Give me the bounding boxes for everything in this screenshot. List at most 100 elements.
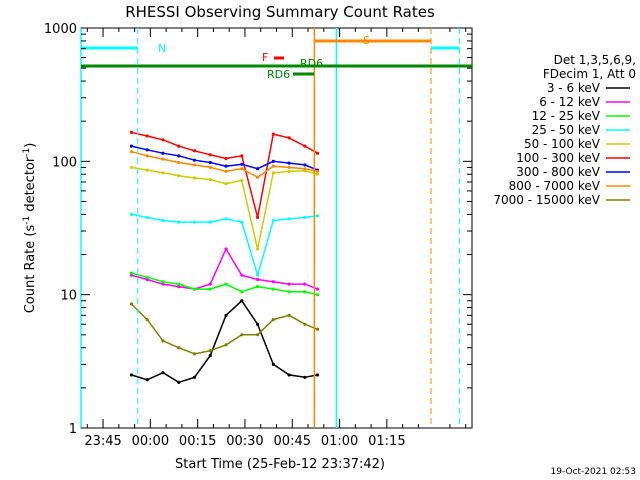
data-point [315,169,320,174]
data-point [177,346,181,350]
data-point [271,318,275,322]
data-point [192,375,197,379]
data-point [315,151,320,155]
plot-area: N S F RD6 RD6 23:45 00:00 00:15 00:30 00:45 01:00… [44,22,473,449]
x-tick-label: 00:00 [132,434,169,449]
data-point [315,172,320,176]
data-point [208,282,212,286]
data-point [224,217,228,221]
data-point [287,290,291,294]
x-ticks: 23:45 00:00 00:15 00:30 00:45 01:00 01:15 [84,28,467,449]
data-point [240,333,244,337]
overlay-layer: N S F RD6 RD6 [80,28,472,428]
x-tick-label: 00:45 [274,434,311,449]
legend-entry-label: 50 - 100 keV [524,137,601,151]
legend-entry-label: 6 - 12 keV [539,95,601,109]
data-point [161,282,165,286]
data-point [287,373,291,377]
data-point [240,178,244,182]
data-point [271,218,275,223]
data-point [271,159,275,163]
data-point [271,132,275,136]
y-tick-label: 10 [60,289,77,304]
data-point [240,220,244,224]
data-point [145,275,149,279]
data-point [208,177,212,182]
data-point [161,151,165,155]
rd-label-1: RD6 [300,57,323,70]
data-point [208,353,212,358]
data-point [129,212,134,216]
data-point [303,144,307,148]
series-line-0 [131,299,318,384]
data-point [271,362,275,366]
data-point [161,339,165,343]
data-point [303,322,307,326]
rd-label-2: RD6 [267,68,290,81]
data-point [161,371,165,375]
data-point [177,174,181,178]
timestamp: 19-Oct-2021 02:53 [551,467,636,477]
data-point [303,375,307,379]
data-point [129,150,134,154]
series-layer [129,130,320,384]
data-point [315,327,320,331]
legend-header-1: Det 1,3,5,6,9, [554,53,636,67]
legend-entry-label: 100 - 300 keV [516,151,600,165]
data-point [315,287,320,291]
data-point [161,218,165,223]
x-tick-label: 00:15 [179,434,216,449]
series-line-3 [131,213,318,278]
data-point [303,163,307,167]
data-point [145,148,149,152]
data-point [315,293,320,297]
data-point [129,271,134,275]
data-point [255,333,260,337]
data-point [192,287,197,291]
legend-entry-label: 300 - 800 keV [516,165,600,179]
data-point [192,158,197,162]
legend-entry-label: 3 - 6 keV [547,81,601,95]
data-point [303,167,307,171]
data-point [303,282,307,286]
data-point [240,290,244,294]
data-point [145,215,149,219]
data-point [177,220,181,224]
data-point [208,220,212,224]
data-point [287,136,291,140]
saa-label: S [363,34,370,47]
x-tick-label: 01:00 [321,434,358,449]
data-point [287,282,291,286]
y-axis-label: Count Rate (s-1 detector-1) [22,143,38,314]
data-point [315,373,320,377]
data-point [177,284,181,289]
plot-frame [80,27,473,429]
data-point [255,273,260,277]
data-point [224,282,228,286]
data-point [145,378,149,382]
data-point [192,176,197,180]
data-point [192,163,197,167]
data-point [287,165,291,170]
data-point [129,165,134,170]
night-label: N [158,42,166,55]
data-point [287,161,291,165]
data-point [271,287,275,291]
data-point [145,154,149,158]
series-line-5 [131,131,318,218]
data-point [192,220,197,224]
data-point [192,352,197,356]
data-point [255,175,260,179]
data-point [255,247,260,251]
data-point [129,144,134,148]
data-point [240,299,244,303]
legend-header-2: FDecim 1, Att 0 [543,67,636,81]
data-point [177,160,181,165]
data-point [129,373,134,377]
chart-title: RHESSI Observing Summary Count Rates [125,3,435,21]
data-point [224,343,228,347]
legend-entry-label: 12 - 25 keV [532,109,601,123]
data-point [315,214,320,218]
data-point [177,380,181,384]
data-point [240,162,244,166]
